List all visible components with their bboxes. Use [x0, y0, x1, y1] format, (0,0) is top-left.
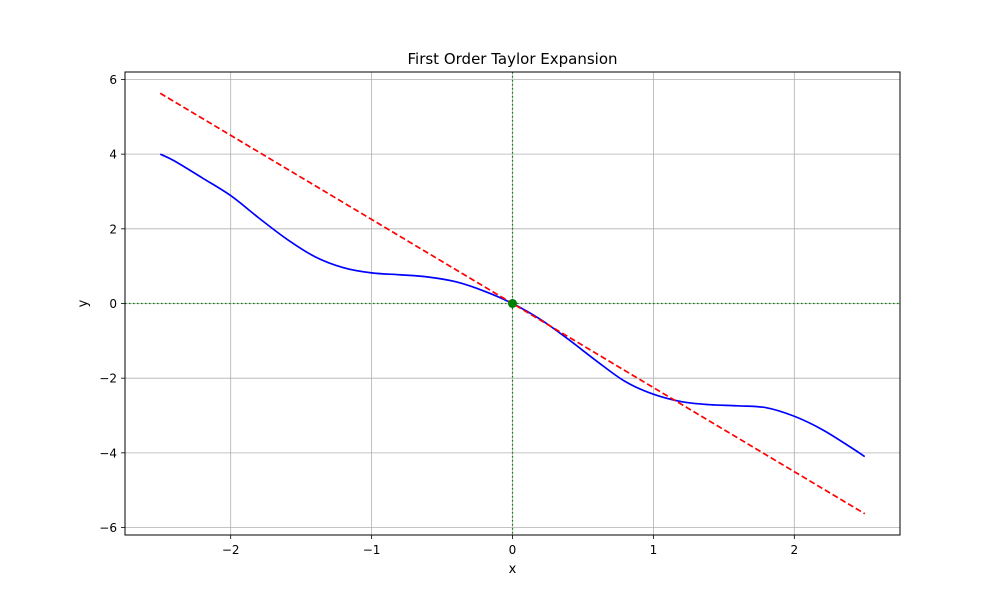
y-tick-label: −4: [99, 446, 117, 460]
expansion-point: [508, 299, 517, 308]
y-tick-label: 0: [109, 297, 117, 311]
y-tick-label: 2: [109, 222, 117, 236]
y-tick-label: −6: [99, 521, 117, 535]
y-axis-label: y: [76, 299, 91, 307]
y-tick-label: 4: [109, 148, 117, 162]
y-tick-label: 6: [109, 73, 117, 87]
x-tick-label: 1: [650, 543, 658, 557]
x-tick-label: 0: [509, 543, 517, 557]
x-tick-label: 2: [790, 543, 798, 557]
x-tick-label: −2: [222, 543, 240, 557]
x-axis-label: x: [509, 562, 517, 577]
x-tick-label: −1: [363, 543, 381, 557]
y-tick-label: −2: [99, 372, 117, 386]
reference-lines: [125, 72, 900, 535]
ticks: −2 −1 0 1 2 −6 −4 −2 0 2 4 6: [99, 73, 798, 557]
chart-title: First Order Taylor Expansion: [408, 50, 618, 68]
points-layer: [508, 299, 517, 308]
